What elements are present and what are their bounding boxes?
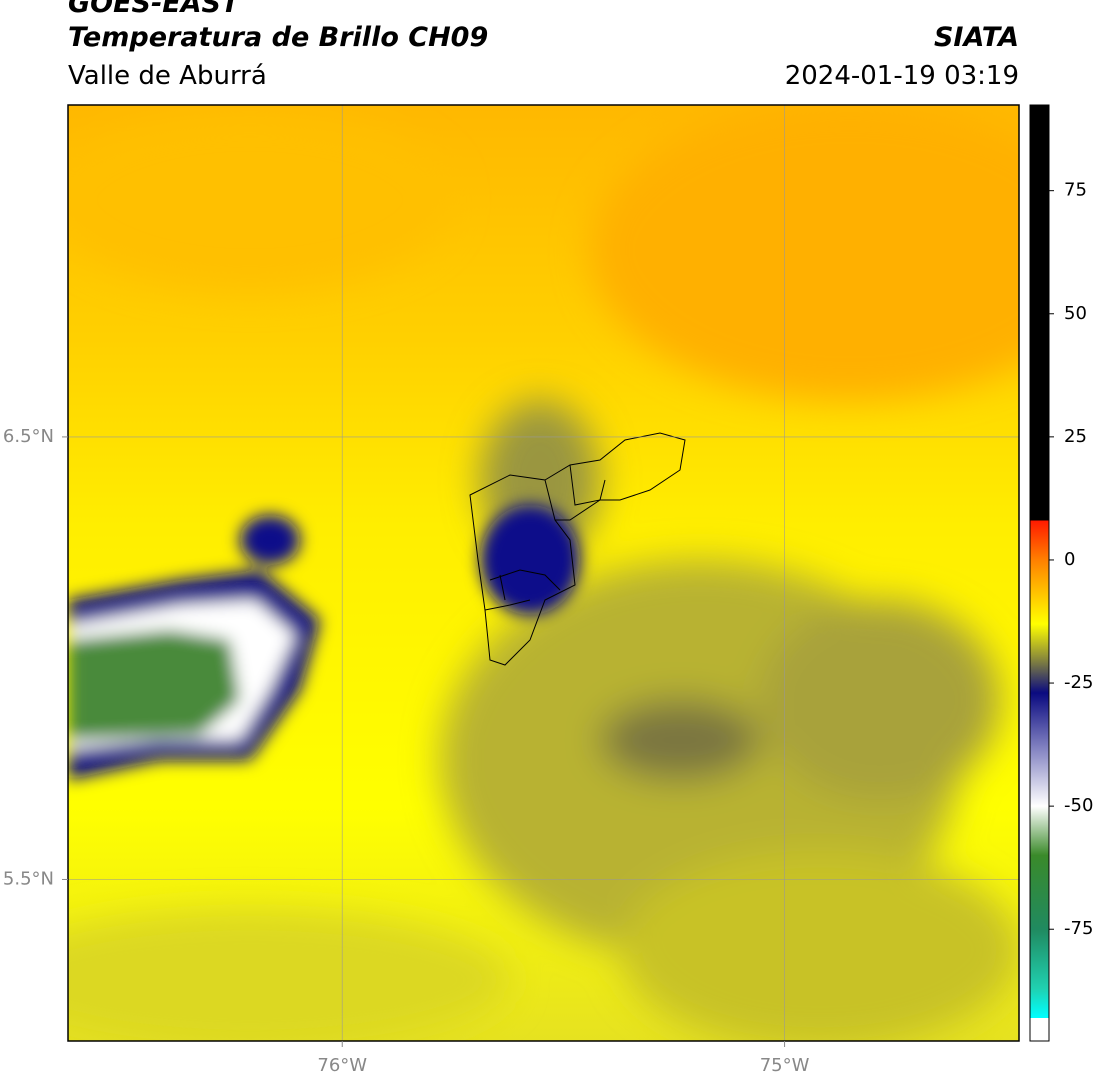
municipal-boundaries	[469, 432, 686, 666]
x-tick-label: 75°W	[760, 1055, 810, 1076]
subtitle: Temperatura de Brillo CH09	[68, 22, 488, 53]
y-tick-label: 6.5°N	[3, 426, 54, 447]
x-tick-label: 76°W	[317, 1055, 367, 1076]
region: Valle de Aburrá	[68, 61, 267, 91]
source: SIATA	[934, 22, 1019, 53]
date: 2024-01-19 03:19	[785, 61, 1019, 91]
colorbar-tick-label: -25	[1064, 672, 1093, 693]
colorbar-tick-label: 50	[1064, 303, 1087, 324]
satellite-image	[68, 105, 1019, 1041]
colorbar-tick-label: 0	[1064, 549, 1075, 570]
y-tick-label: 5.5°N	[3, 868, 54, 889]
title: GOES-EAST	[68, 0, 242, 19]
colorbar	[1029, 104, 1050, 1042]
graticule	[68, 105, 1019, 1041]
colorbar-tick-label: -50	[1064, 795, 1093, 816]
colorbar-tick-label: -75	[1064, 918, 1093, 939]
map-frame	[67, 104, 1020, 1042]
colorbar-tick-label: 25	[1064, 426, 1087, 447]
colorbar-tick-label: 75	[1064, 180, 1087, 201]
